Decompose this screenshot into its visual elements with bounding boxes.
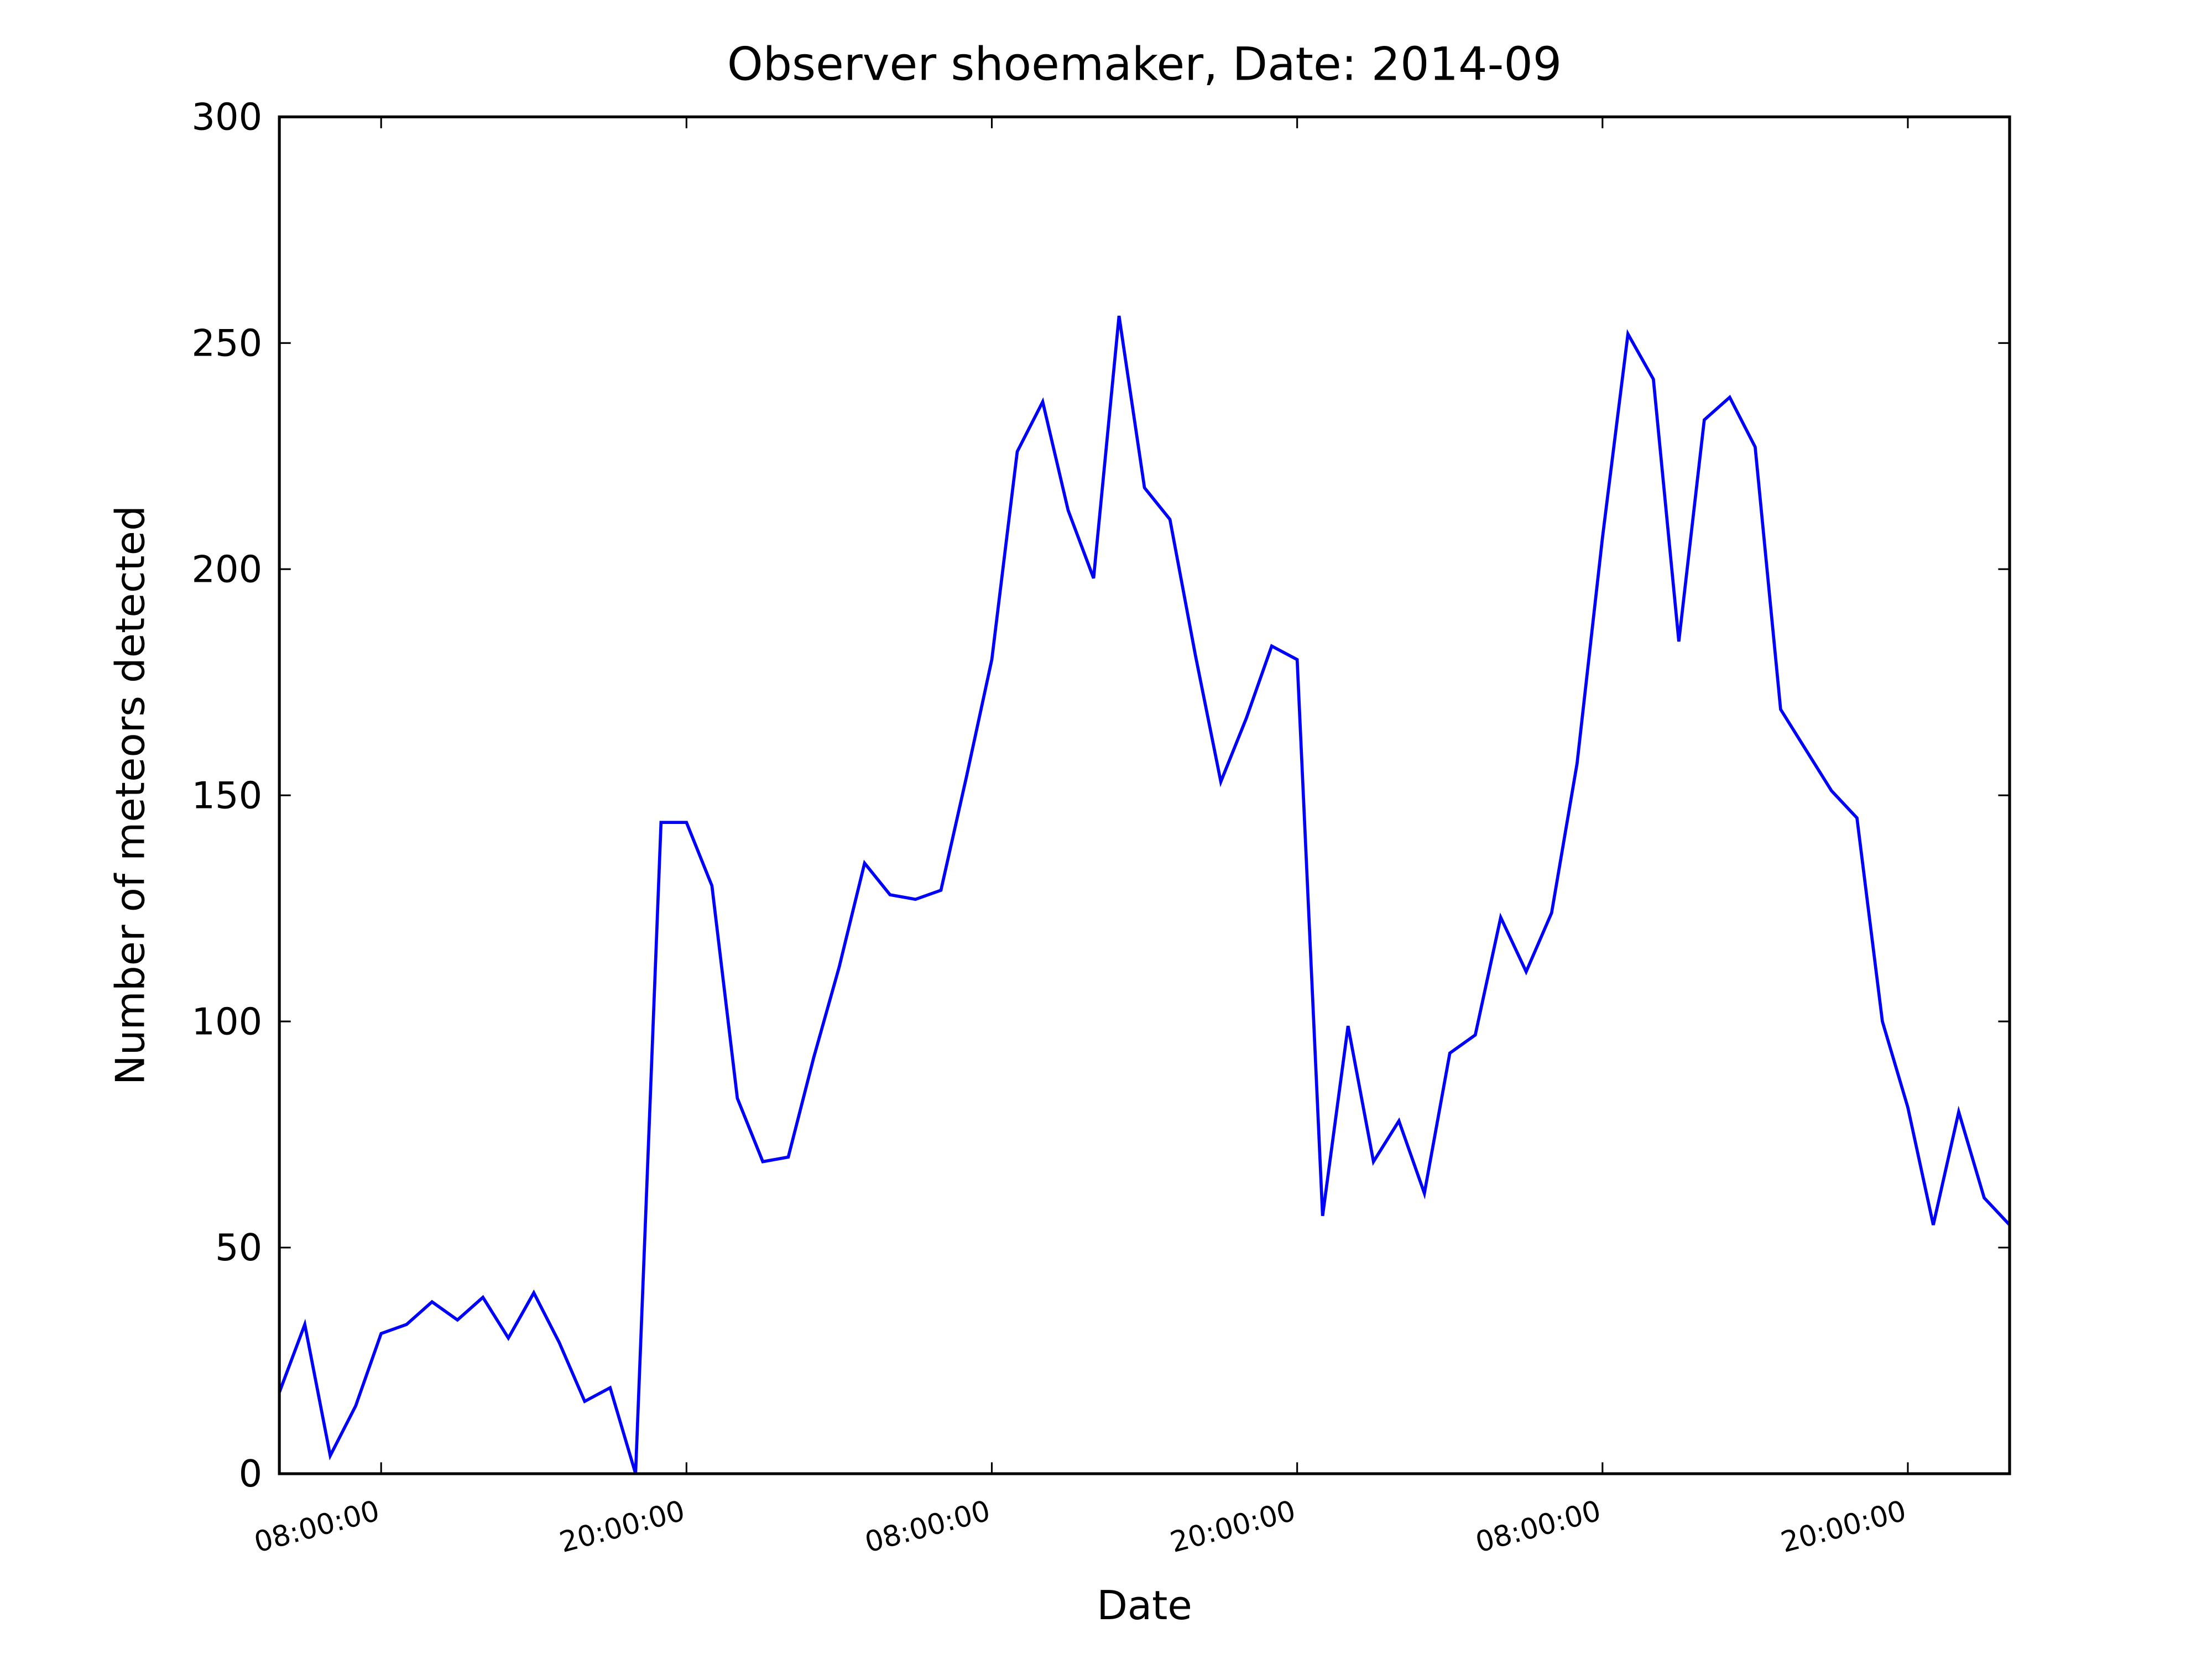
- chart-title: Observer shoemaker, Date: 2014-09: [727, 38, 1562, 91]
- y-tick-label: 200: [191, 547, 262, 591]
- x-tick-label: 20:00:00: [556, 1494, 688, 1559]
- y-tick-label: 300: [191, 96, 262, 139]
- y-tick-label: 0: [239, 1452, 263, 1495]
- y-tick-label: 50: [215, 1226, 262, 1269]
- x-tick-label: 20:00:00: [1777, 1494, 1910, 1559]
- y-tick-label: 100: [191, 1000, 262, 1043]
- x-tick-label: 08:00:00: [251, 1494, 383, 1559]
- data-line: [278, 315, 2011, 1474]
- x-axis-label: Date: [1097, 1583, 1192, 1629]
- plot-frame: [278, 115, 2011, 1475]
- y-tick-label: 250: [191, 321, 262, 364]
- y-axis-label: Number of meteors detected: [107, 505, 154, 1085]
- y-tick-label: 150: [191, 774, 262, 817]
- x-tick-label: 08:00:00: [1472, 1494, 1604, 1559]
- x-tick-label: 20:00:00: [1167, 1494, 1299, 1559]
- x-tick-label: 08:00:00: [862, 1494, 994, 1559]
